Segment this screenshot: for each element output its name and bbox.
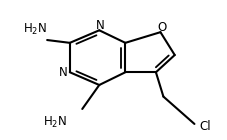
Text: N: N: [58, 66, 67, 79]
Text: O: O: [156, 21, 165, 34]
Text: H$_2$N: H$_2$N: [23, 22, 47, 37]
Text: N: N: [96, 19, 104, 32]
Text: H$_2$N: H$_2$N: [43, 115, 67, 130]
Text: Cl: Cl: [198, 120, 210, 133]
